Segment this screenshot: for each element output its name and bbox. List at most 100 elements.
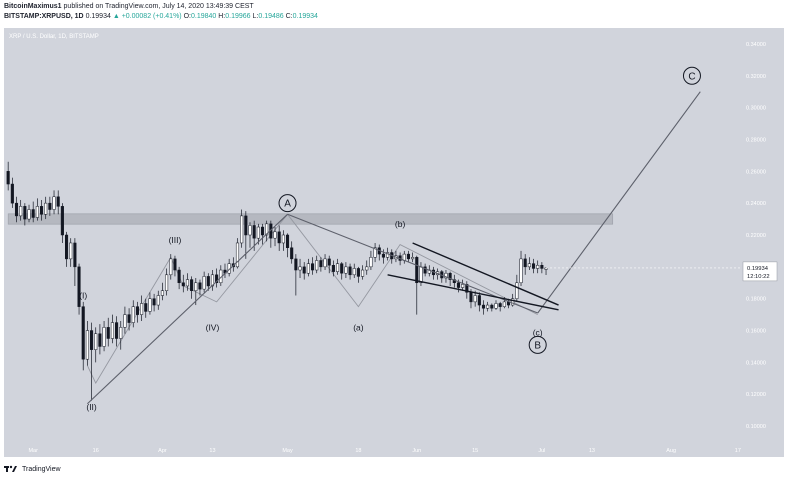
x-tick-label: May — [282, 448, 293, 454]
candle-body — [102, 327, 106, 347]
x-tick-label: 17 — [735, 448, 741, 454]
symbol-info: BITSTAMP:XRPUSD, 1D 0.19934 ▲ +0.00082 (… — [4, 13, 318, 20]
candle-body — [461, 284, 465, 288]
candle-body — [498, 303, 502, 307]
last-price-tag — [742, 261, 778, 282]
candle-body — [60, 206, 64, 236]
candle-body — [273, 231, 277, 239]
candle-body — [35, 206, 39, 218]
x-tick-label: 15 — [472, 448, 478, 454]
candle-body — [64, 234, 69, 260]
candle-body — [290, 247, 294, 260]
candle-body — [356, 268, 360, 277]
candle-body — [540, 265, 544, 269]
x-tick-label: 16 — [93, 448, 99, 454]
candle-body — [194, 282, 198, 291]
candle-body — [490, 304, 494, 309]
candle-body — [327, 258, 331, 266]
candle-body — [411, 257, 415, 260]
candle-body — [240, 215, 244, 244]
candle-body — [144, 303, 148, 312]
y-tick-label: 0.12000 — [746, 392, 766, 398]
candle-body — [519, 258, 523, 284]
candle-body — [444, 272, 448, 279]
y-tick-label: 0.22000 — [746, 233, 766, 239]
plot-area — [4, 28, 742, 442]
wave-circle-label: C — [688, 71, 695, 82]
candle-body — [48, 202, 52, 210]
candle-body — [494, 303, 498, 309]
candle-body — [386, 252, 390, 258]
candle-body — [81, 306, 85, 360]
price-axis — [742, 28, 784, 442]
candle-body — [90, 330, 94, 350]
publisher-name: BitcoinMaximus1 — [4, 3, 62, 10]
candle-body — [423, 266, 427, 274]
candle-body — [531, 263, 536, 269]
wave-A-line — [87, 213, 288, 405]
candle-body — [190, 279, 194, 291]
wave-label: (IV) — [206, 323, 220, 333]
footer-brand[interactable]: TradingView — [22, 465, 61, 473]
wave-circle-C — [682, 66, 701, 85]
candle-body — [160, 290, 164, 296]
published-text: published on TradingView.com, July 14, 2… — [63, 3, 254, 10]
candle-body — [185, 279, 190, 287]
candle-body — [465, 284, 469, 293]
candle-body — [336, 263, 340, 272]
candle-body — [469, 292, 473, 303]
candle-body — [248, 225, 252, 236]
x-tick-label: Jun — [412, 448, 421, 454]
candle-body — [181, 282, 185, 287]
candle-body — [115, 322, 119, 339]
candle-body — [277, 231, 281, 244]
candle-body — [502, 301, 506, 307]
open-label: O: — [183, 13, 191, 20]
y-tick-label: 0.30000 — [746, 106, 766, 112]
symbol-label: BITSTAMP:XRPUSD, 1D — [4, 13, 84, 20]
candle-body — [473, 295, 477, 303]
candle-body — [302, 266, 306, 274]
wave-label: (I) — [79, 291, 87, 301]
candle-body — [419, 266, 423, 284]
candle-body — [10, 183, 14, 204]
x-tick-label: 18 — [355, 448, 361, 454]
candle-body — [23, 206, 27, 220]
wave-circle-B — [528, 335, 547, 354]
candle-body — [202, 276, 206, 290]
candle-body — [406, 253, 410, 260]
candle-body — [198, 282, 202, 290]
candle-body — [415, 257, 419, 284]
candle-body — [123, 314, 127, 328]
candle-body — [235, 242, 240, 268]
candle-body — [44, 202, 48, 215]
candle-body — [448, 272, 452, 280]
candle-body — [481, 304, 486, 309]
candle-body — [215, 274, 219, 284]
y-tick-label: 0.32000 — [746, 74, 766, 80]
candle-body — [19, 206, 23, 217]
candle-body — [323, 258, 327, 268]
candle-body — [177, 269, 181, 284]
candle-body — [94, 333, 98, 350]
candle-body — [69, 242, 73, 260]
y-tick-label: 0.18000 — [746, 297, 766, 303]
footer: TradingView — [4, 465, 61, 473]
candle-body — [106, 327, 110, 339]
candle-body — [110, 322, 114, 339]
wave-label: (c) — [533, 327, 543, 337]
channel-top — [412, 242, 559, 306]
y-tick-label: 0.24000 — [746, 201, 766, 207]
last-price-label: 0.19934 — [747, 266, 769, 272]
candle-body — [294, 258, 298, 271]
candle-body — [265, 223, 269, 236]
candle-body — [14, 202, 19, 217]
candle-body — [119, 327, 123, 339]
x-tick-label: 13 — [589, 448, 595, 454]
candle-body — [340, 263, 344, 274]
candle-body — [319, 260, 323, 268]
candle-body — [77, 266, 81, 307]
low-label: L: — [252, 13, 259, 20]
candle-body — [206, 276, 210, 287]
